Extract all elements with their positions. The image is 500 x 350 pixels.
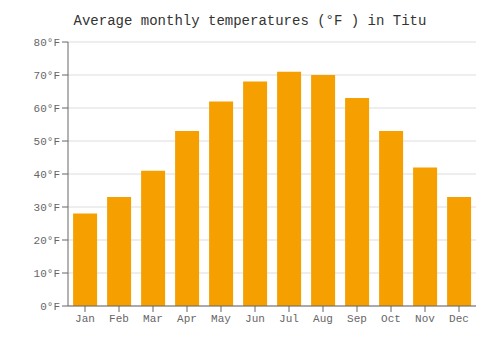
svg-text:50°F: 50°F — [34, 136, 60, 148]
svg-text:10°F: 10°F — [34, 268, 60, 280]
svg-text:40°F: 40°F — [34, 169, 60, 181]
svg-text:Sep: Sep — [347, 313, 367, 325]
svg-text:Feb: Feb — [109, 313, 129, 325]
svg-text:Mar: Mar — [143, 313, 163, 325]
svg-text:30°F: 30°F — [34, 202, 60, 214]
svg-text:Jul: Jul — [279, 313, 299, 325]
svg-text:Dec: Dec — [449, 313, 469, 325]
svg-text:May: May — [211, 313, 231, 325]
svg-text:Jan: Jan — [75, 313, 95, 325]
svg-text:Apr: Apr — [177, 313, 197, 325]
svg-text:0°F: 0°F — [40, 301, 60, 313]
svg-text:60°F: 60°F — [34, 103, 60, 115]
svg-text:20°F: 20°F — [34, 235, 60, 247]
svg-text:70°F: 70°F — [34, 70, 60, 82]
svg-text:80°F: 80°F — [34, 37, 60, 49]
svg-text:Oct: Oct — [381, 313, 401, 325]
svg-text:Aug: Aug — [313, 313, 333, 325]
svg-text:Nov: Nov — [415, 313, 435, 325]
svg-text:Jun: Jun — [245, 313, 265, 325]
html-text:Average monthly temperatures (: Average monthly temperatures (°F ) in Ti… — [73, 13, 427, 29]
